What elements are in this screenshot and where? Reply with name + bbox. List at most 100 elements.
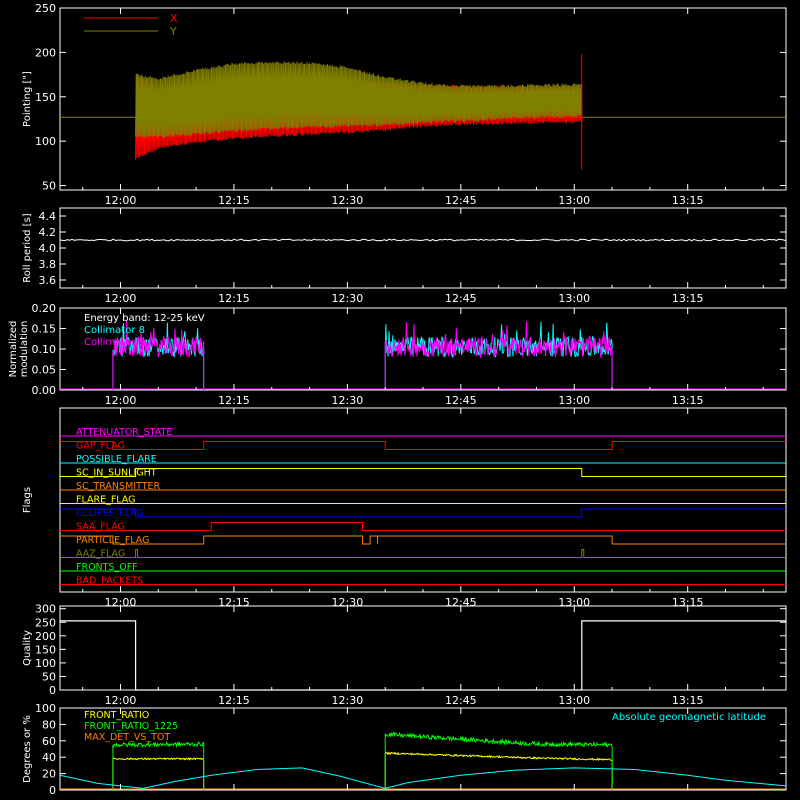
geomagnetic-annotation: Absolute geomagnetic latitude: [612, 712, 766, 723]
y-tick-label: 200: [35, 630, 56, 643]
y-axis-label: Degrees or %: [22, 715, 33, 783]
modulation-collimator-9-seg1: [384, 321, 613, 390]
x-tick-label: 12:45: [445, 394, 477, 407]
y-tick-label: 250: [35, 616, 56, 629]
y-tick-label: 0.00: [32, 384, 57, 397]
quality-panel: [59, 605, 787, 691]
x-tick-label: 12:30: [332, 194, 364, 207]
flag-label-particle-flag: PARTICLE_FLAG: [76, 535, 149, 546]
x-tick-label: 13:15: [672, 292, 704, 305]
y-axis-label: Flags: [22, 487, 33, 513]
y-tick-label: 4.0: [39, 242, 57, 255]
flag-line-aaz-flag: [60, 549, 786, 558]
y-tick-label: 50: [42, 180, 56, 193]
flag-label-bad-packets: BAD_PACKETS: [76, 576, 143, 587]
roll-period-line: [59, 238, 787, 242]
legend-label-x: X: [170, 12, 178, 25]
x-tick-label: 12:45: [445, 694, 477, 707]
flag-label-flare-flag: FLARE_FLAG: [76, 495, 136, 506]
y-tick-label: 250: [35, 2, 56, 15]
y-tick-label: 50: [42, 670, 56, 683]
flag-line-particle-flag: [60, 535, 786, 545]
y-tick-label: 3.6: [39, 274, 57, 287]
ratio-legend-2: MAX_DET_VS_TOT: [84, 732, 170, 743]
x-tick-label: 12:00: [105, 292, 137, 305]
modulation-legend-1: Collimator 8: [84, 325, 145, 336]
legend-label-y: Y: [169, 25, 177, 38]
y-tick-label: 0: [49, 784, 56, 797]
flag-label-sc-transmitter: SC_TRANSMITTER: [76, 481, 161, 492]
y-tick-label: 0.05: [32, 364, 57, 377]
x-tick-label: 12:30: [332, 394, 364, 407]
y-axis-label: Quality: [22, 630, 33, 666]
y-tick-label: 3.8: [39, 258, 57, 271]
y-tick-label: 150: [35, 91, 56, 104]
x-tick-label: 12:45: [445, 292, 477, 305]
y-axis-label: Roll period [s]: [22, 213, 33, 282]
flag-line-saa-flag: [60, 522, 786, 531]
modulation-legend-2: Collimator 9: [84, 337, 145, 348]
ratio-front-ratio-1225-seg1: [384, 731, 613, 790]
y-tick-label: 200: [35, 46, 56, 59]
x-tick-label: 13:00: [558, 394, 590, 407]
x-tick-label: 12:00: [105, 694, 137, 707]
x-tick-label: 12:00: [105, 194, 137, 207]
y-tick-label: 40: [42, 751, 56, 764]
modulation-legend-0: Energy band: 12-25 keV: [84, 313, 205, 324]
y-tick-label: 100: [35, 135, 56, 148]
flag-label-possible-flare: POSSIBLE_FLARE: [76, 454, 157, 465]
flag-label-fronts-off: FRONTS_OFF: [76, 562, 138, 573]
flag-line-gap-flag: [60, 441, 786, 450]
ratios-panel: [59, 707, 787, 791]
flag-line-eclipse-flag: [60, 508, 786, 518]
y-tick-label: 0.20: [32, 302, 57, 315]
flag-label-aaz-flag: AAZ_FLAG: [76, 549, 125, 560]
modulation-collimator-8-seg1: [384, 321, 613, 390]
y-tick-label: 4.2: [39, 226, 57, 239]
x-tick-label: 13:15: [672, 394, 704, 407]
geomagnetic-latitude-line: [59, 767, 787, 789]
x-tick-label: 13:00: [558, 292, 590, 305]
x-tick-label: 12:15: [218, 194, 250, 207]
roll-panel: [59, 207, 787, 289]
y-tick-label: 60: [42, 735, 56, 748]
y-tick-label: 0: [49, 684, 56, 697]
y-tick-label: 150: [35, 643, 56, 656]
flag-label-sc-in-sunlight: SC_IN_SUNLIGHT: [76, 468, 157, 479]
x-tick-label: 13:15: [672, 694, 704, 707]
y-axis-label: Pointing ["]: [22, 71, 33, 127]
y-tick-label: 0.10: [32, 343, 57, 356]
ratio-legend-0: FRONT_RATIO: [84, 710, 149, 721]
y-tick-label: 20: [42, 768, 56, 781]
flag-label-eclipse-flag: ECLIPSE_FLAG: [76, 508, 144, 519]
x-tick-label: 12:00: [105, 394, 137, 407]
flag-label-attenuator-state: ATTENUATOR_STATE: [76, 427, 172, 438]
y-axis-label: Normalizedmodulation: [8, 321, 30, 378]
flag-line-sc-in-sunlight: [60, 468, 786, 477]
x-tick-label: 13:00: [558, 694, 590, 707]
flag-label-gap-flag: GAP_FLAG: [76, 441, 125, 452]
x-tick-label: 12:15: [218, 292, 250, 305]
x-tick-label: 13:15: [672, 194, 704, 207]
x-tick-label: 13:00: [558, 194, 590, 207]
x-tick-label: 12:30: [332, 694, 364, 707]
y-tick-label: 300: [35, 603, 56, 616]
y-tick-label: 100: [35, 657, 56, 670]
quality-line: [60, 620, 786, 691]
y-tick-label: 80: [42, 718, 56, 731]
ratio-front-ratio-1225-seg0: [112, 741, 205, 790]
x-tick-label: 12:45: [445, 194, 477, 207]
flag-label-saa-flag: SAA_FLAG: [76, 522, 125, 533]
x-tick-label: 12:15: [218, 394, 250, 407]
ratio-front-ratio-seg0: [112, 756, 205, 790]
x-tick-label: 12:30: [332, 292, 364, 305]
ratio-front-ratio-seg1: [384, 751, 613, 790]
y-tick-label: 4.4: [39, 210, 57, 223]
y-tick-label: 100: [35, 702, 56, 715]
y-tick-label: 0.15: [32, 323, 57, 336]
ratio-legend-1: FRONT_RATIO_1225: [84, 721, 178, 732]
pointing-series-y: [135, 61, 583, 139]
modulation-collimator-9-seg0: [112, 320, 205, 390]
x-tick-label: 12:15: [218, 694, 250, 707]
